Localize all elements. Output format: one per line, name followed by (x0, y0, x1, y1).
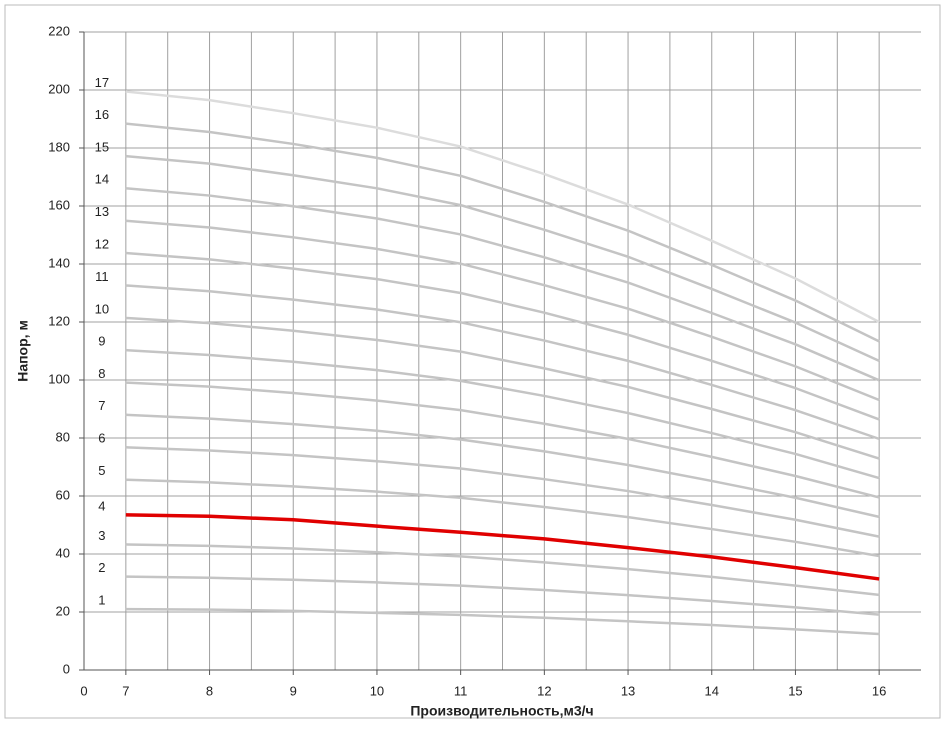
x-tick-label: 14 (705, 683, 719, 698)
series-line (125, 187, 880, 382)
x-tick-label: 15 (788, 683, 802, 698)
series-line (125, 348, 880, 480)
series-label: 3 (98, 528, 105, 543)
series-label: 2 (98, 560, 105, 575)
y-tick-label: 100 (48, 371, 70, 386)
x-tick-label: 11 (454, 683, 468, 698)
series-label: 12 (95, 236, 109, 251)
y-axis-title: Напор, м (15, 320, 31, 382)
x-axis-title: Производительность,м3/ч (410, 703, 593, 719)
y-tick-label: 60 (56, 487, 70, 502)
series-line (125, 381, 880, 499)
y-tick-label: 200 (48, 81, 70, 96)
series-label: 14 (95, 172, 109, 187)
y-tick-label: 220 (48, 23, 70, 38)
x-tick-label: 10 (370, 683, 384, 698)
y-tick-label: 180 (48, 139, 70, 154)
series-line (125, 446, 880, 538)
series-label: 8 (98, 366, 105, 381)
x-tick-label: 16 (872, 683, 886, 698)
series-line (125, 513, 880, 581)
series-line (125, 154, 880, 362)
x-tick-label: 9 (290, 683, 297, 698)
series-line (125, 575, 880, 616)
y-tick-label: 140 (48, 255, 70, 270)
x-tick-label: 12 (537, 683, 551, 698)
series-label: 13 (95, 204, 109, 219)
series-line (125, 251, 880, 421)
series-label: 4 (98, 498, 105, 513)
y-tick-label: 40 (56, 545, 70, 560)
series-line (125, 316, 880, 460)
y-tick-label: 80 (56, 429, 70, 444)
series-label: 5 (98, 463, 105, 478)
series-line (125, 90, 880, 324)
series-label: 10 (95, 301, 109, 316)
frame (4, 4, 941, 719)
y-tick-label: 120 (48, 313, 70, 328)
series-line (125, 478, 880, 558)
series-label: 9 (98, 334, 105, 349)
series-line (125, 543, 880, 597)
series-line (125, 607, 880, 636)
series-label: 1 (98, 593, 105, 608)
x-tick-label: 8 (206, 683, 213, 698)
series-label: 11 (95, 269, 109, 284)
x-tick-label: 7 (122, 683, 129, 698)
series-label: 15 (95, 140, 109, 155)
x-origin-label: 0 (80, 683, 87, 698)
series-label: 6 (98, 431, 105, 446)
series-label: 7 (98, 398, 105, 413)
series-line (125, 284, 880, 441)
series-line (125, 219, 880, 402)
series-line (125, 413, 880, 519)
series-line (125, 122, 880, 343)
series-label: 17 (95, 75, 109, 90)
x-tick-label: 13 (621, 683, 635, 698)
y-tick-label: 160 (48, 197, 70, 212)
y-tick-label: 20 (56, 603, 70, 618)
y-tick-label: 0 (63, 661, 70, 676)
series-label: 16 (95, 107, 109, 122)
